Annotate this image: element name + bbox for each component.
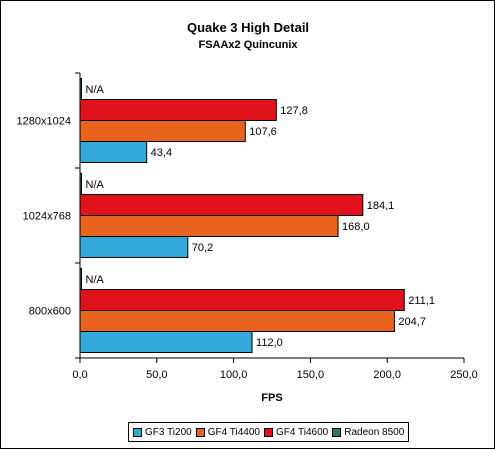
bar [79, 99, 277, 121]
chart-subtitle: FSAAx2 Quincunix [198, 39, 298, 51]
x-tick-label: 250,0 [450, 369, 478, 381]
chart-title: Quake 3 High Detail [187, 20, 309, 35]
bar [79, 215, 339, 237]
bar [79, 173, 82, 195]
legend-swatch [263, 427, 273, 437]
bar [79, 194, 364, 216]
bar-value-label: 112,0 [256, 337, 283, 349]
legend-swatch [195, 427, 205, 437]
legend-item: GF3 Ti200 [133, 427, 192, 438]
legend-label: GF3 Ti200 [145, 426, 192, 438]
axes: 0,0 50,0 100,0 150,0 200,0 250,0 1280x1024 1024… [17, 72, 478, 381]
legend-label: GF4 Ti4600 [275, 426, 329, 438]
legend-swatch [332, 427, 342, 437]
x-tick-label: 100,0 [220, 369, 248, 381]
bar-value-label: 184,1 [367, 200, 395, 212]
bar-value-label: 168,0 [342, 221, 370, 233]
bar-value-label: 211,1 [408, 295, 435, 307]
bar [79, 78, 82, 100]
x-tick-label: 50,0 [146, 369, 167, 381]
legend-item: Radeon 8500 [332, 427, 404, 438]
legend: GF3 Ti200 GF4 Ti4400 GF4 Ti4600 Radeon 8500 [128, 422, 410, 442]
bar-value-label: 107,6 [249, 126, 277, 138]
bar-value-label: 43,4 [151, 147, 172, 159]
bar [79, 310, 395, 332]
x-tick-label: 200,0 [373, 369, 401, 381]
x-axis-label: FPS [261, 392, 282, 404]
bar-value-label: N/A [86, 179, 105, 191]
bar [79, 268, 82, 290]
legend-item: GF4 Ti4400 [195, 426, 260, 438]
bar-value-label: 204,7 [398, 316, 426, 328]
bar [79, 236, 189, 258]
bar-value-label: N/A [86, 274, 105, 286]
y-category-label: 1280x1024 [17, 116, 71, 128]
bar-value-label: N/A [86, 84, 105, 96]
legend-label: Radeon 8500 [344, 426, 405, 438]
legend-item: GF4 Ti4600 [263, 426, 329, 438]
bar [79, 120, 246, 142]
x-tick-label: 0,0 [72, 369, 87, 381]
bar [79, 331, 253, 353]
y-category-label: 800x600 [29, 306, 71, 318]
x-tick-label: 150,0 [297, 369, 325, 381]
legend-label: GF4 Ti4400 [207, 426, 260, 438]
y-category-label: 1024x768 [23, 211, 71, 223]
bar-value-label: 70,2 [192, 242, 213, 254]
bar-value-label: 127,8 [280, 105, 308, 117]
bar [79, 141, 148, 163]
bars [79, 78, 405, 353]
legend-swatch [133, 427, 142, 437]
bar [79, 289, 405, 311]
